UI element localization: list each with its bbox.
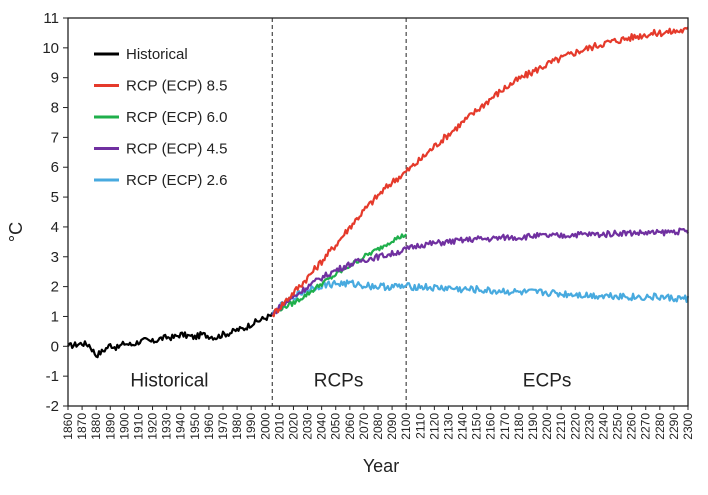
region-label: ECPs: [523, 371, 572, 392]
x-tick-label: 1960: [202, 413, 216, 440]
legend-label: Historical: [126, 46, 188, 63]
y-tick-label: 7: [51, 129, 59, 146]
x-tick-label: 1940: [174, 413, 188, 440]
y-tick-label: 3: [51, 249, 59, 266]
x-tick-label: 1920: [146, 413, 160, 440]
x-tick-label: 2200: [540, 413, 554, 440]
x-tick-label: 2020: [286, 413, 300, 440]
x-tick-label: 2220: [568, 413, 582, 440]
x-tick-label: 1980: [230, 413, 244, 440]
x-tick-label: 2180: [512, 413, 526, 440]
y-tick-label: -2: [46, 398, 59, 415]
series-line: [271, 233, 408, 316]
series-line: [271, 279, 690, 316]
y-tick-label: 6: [51, 159, 59, 176]
x-tick-label: 2090: [385, 413, 399, 440]
y-tick-label: -1: [46, 368, 59, 385]
y-axis-title: °C: [6, 222, 26, 242]
x-tick-label: 2240: [596, 413, 610, 440]
x-tick-label: 2270: [639, 413, 653, 440]
y-tick-label: 4: [51, 219, 59, 236]
x-tick-label: 1880: [89, 413, 103, 440]
y-tick-label: 5: [51, 189, 59, 206]
x-tick-label: 2010: [272, 413, 286, 440]
x-tick-label: 2150: [470, 413, 484, 440]
x-tick-label: 2060: [343, 413, 357, 440]
x-tick-label: 2230: [582, 413, 596, 440]
x-tick-label: 2290: [667, 413, 681, 440]
x-tick-label: 1860: [61, 413, 75, 440]
legend-label: RCP (ECP) 2.6: [126, 172, 227, 189]
y-tick-label: 10: [42, 40, 59, 57]
x-tick-label: 2280: [653, 413, 667, 440]
x-tick-label: 1930: [160, 413, 174, 440]
x-tick-label: 2260: [625, 413, 639, 440]
x-tick-label: 2300: [681, 413, 695, 440]
x-tick-label: 2030: [301, 413, 315, 440]
y-tick-label: 9: [51, 70, 59, 87]
y-tick-label: 0: [51, 338, 59, 355]
legend-label: RCP (ECP) 6.0: [126, 109, 227, 126]
x-tick-label: 2040: [315, 413, 329, 440]
legend: Historical RCP (ECP) 8.5 RCP (ECP) 6.0 RCP …: [94, 46, 227, 189]
region-label: RCPs: [314, 371, 364, 392]
x-tick-label: 2160: [484, 413, 498, 440]
x-tick-label: 1990: [244, 413, 258, 440]
x-tick-label: 2100: [399, 413, 413, 440]
x-tick-label: 1910: [131, 413, 145, 440]
x-tick-label: 2140: [456, 413, 470, 440]
x-tick-label: 2050: [329, 413, 343, 440]
series-line: [271, 26, 689, 318]
x-tick-label: 2210: [554, 413, 568, 440]
x-tick-label: 2080: [371, 413, 385, 440]
x-tick-label: 2170: [498, 413, 512, 440]
legend-label: RCP (ECP) 8.5: [126, 78, 227, 95]
x-tick-label: 2110: [413, 413, 427, 439]
x-tick-label: 1870: [75, 413, 89, 440]
y-tick-label: 8: [51, 100, 59, 117]
legend-label: RCP (ECP) 4.5: [126, 141, 227, 158]
x-tick-label: 2070: [357, 413, 371, 440]
x-tick-label: 2130: [441, 413, 455, 440]
x-tick-label: 2000: [258, 413, 272, 440]
y-tick-label: 2: [51, 279, 59, 296]
region-label: Historical: [130, 371, 208, 392]
x-tick-label: 2190: [526, 413, 540, 440]
x-tick-label: 2250: [611, 413, 625, 440]
y-tick-label: 1: [51, 308, 59, 325]
x-tick-label: 1900: [117, 413, 131, 440]
x-tick-label: 1970: [216, 413, 230, 440]
series-line: [67, 312, 274, 359]
plot-frame: [67, 17, 689, 407]
y-tick-label: 11: [43, 10, 59, 27]
plot-marks: [67, 18, 690, 406]
series-line: [271, 227, 689, 316]
x-tick-label: 2120: [427, 413, 441, 440]
x-tick-label: 1890: [103, 413, 117, 440]
x-tick-label: 1950: [188, 413, 202, 440]
x-axis-title: Year: [363, 456, 399, 476]
